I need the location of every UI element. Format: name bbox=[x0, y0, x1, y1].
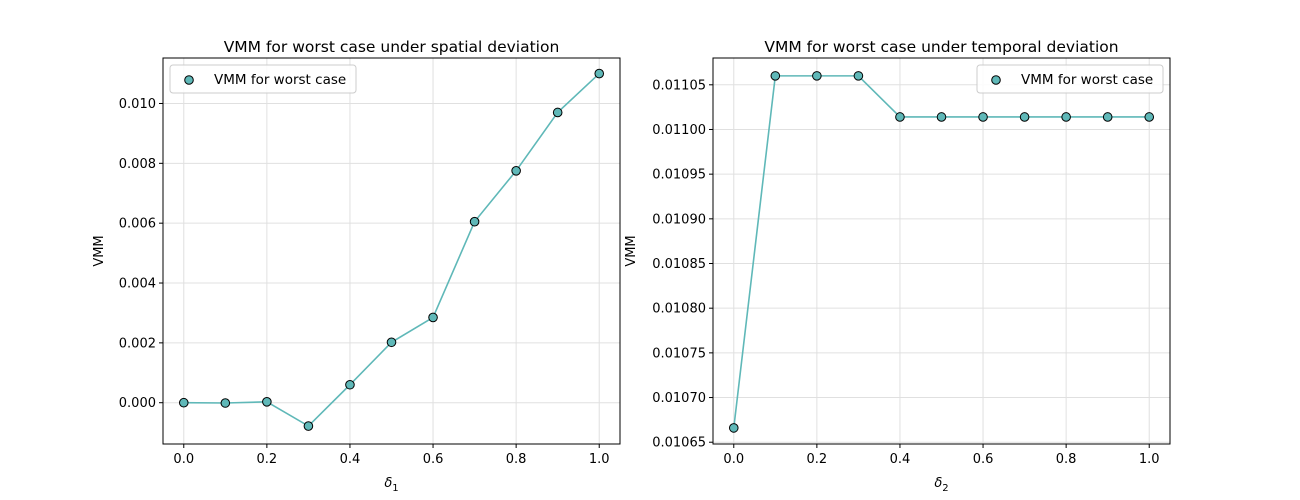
data-point bbox=[853, 71, 864, 81]
y-tick-label: 0.002 bbox=[119, 336, 156, 351]
x-axis-label-base: δ bbox=[934, 476, 942, 491]
x-axis-label-base: δ bbox=[384, 476, 392, 491]
chart-title: VMM for worst case under temporal deviat… bbox=[764, 38, 1118, 56]
legend-marker bbox=[991, 75, 1001, 85]
data-point bbox=[1019, 112, 1030, 122]
y-tick-label: 0.01090 bbox=[652, 212, 706, 227]
x-tick-label: 0.2 bbox=[807, 452, 828, 467]
y-axis-label: VMM bbox=[624, 235, 639, 266]
x-tick-label: 1.0 bbox=[1139, 452, 1160, 467]
data-point bbox=[178, 397, 189, 408]
data-point bbox=[812, 71, 822, 81]
x-tick-label: 0.4 bbox=[340, 452, 361, 467]
grid bbox=[163, 58, 620, 444]
data-point bbox=[511, 166, 521, 176]
plot-frame bbox=[162, 57, 621, 445]
plot-frame bbox=[712, 57, 1171, 445]
legend-box bbox=[169, 64, 357, 94]
x-axis-label-subscript: 1 bbox=[392, 483, 398, 494]
y-tick-label: 0.008 bbox=[119, 157, 156, 172]
y-tick-label: 0.01065 bbox=[652, 436, 706, 451]
chart-temporal-deviation: 0.0 0.2 0.4 0.6 0.8 1.0 0.01065 0.01070 0.01075 0… bbox=[624, 38, 1171, 494]
legend-label: VMM for worst case bbox=[1021, 72, 1153, 88]
y-tick-label: 0.01070 bbox=[652, 391, 706, 406]
y-tick-label: 0.004 bbox=[119, 277, 156, 292]
legend: VMM for worst case bbox=[169, 64, 357, 94]
x-tick-label: 1.0 bbox=[589, 452, 610, 467]
data-point bbox=[552, 107, 563, 118]
chart-title: VMM for worst case under spatial deviati… bbox=[224, 38, 560, 56]
x-tick-label: 0.4 bbox=[890, 452, 911, 467]
x-tick-label: 0.0 bbox=[723, 452, 744, 467]
y-tick-label: 0.01085 bbox=[652, 257, 706, 272]
legend-marker bbox=[184, 75, 194, 85]
data-point bbox=[220, 398, 231, 408]
x-axis-label: δ1 bbox=[384, 476, 398, 494]
data-point bbox=[303, 421, 314, 431]
legend-box bbox=[976, 64, 1164, 94]
legend-label: VMM for worst case bbox=[214, 72, 346, 88]
y-tick-label: 0.01105 bbox=[652, 78, 706, 93]
data-point bbox=[1102, 112, 1113, 122]
y-tick-label: 0.01080 bbox=[652, 302, 706, 317]
y-tick-label: 0.01075 bbox=[652, 346, 706, 361]
y-tick-label: 0.006 bbox=[119, 217, 156, 232]
data-point bbox=[469, 216, 480, 227]
y-tick-label: 0.01095 bbox=[652, 168, 706, 183]
legend: VMM for worst case bbox=[976, 64, 1164, 94]
chart-spatial-deviation: 0.0 0.2 0.4 0.6 0.8 1.0 0.000 0.002 0.004 0.006 0.… bbox=[92, 38, 621, 494]
data-point bbox=[345, 379, 355, 390]
data-point bbox=[936, 112, 947, 122]
data-point bbox=[978, 112, 988, 122]
data-point bbox=[428, 312, 438, 323]
y-tick-label: 0.010 bbox=[119, 97, 156, 112]
data-point bbox=[1061, 112, 1071, 122]
x-tick-label: 0.0 bbox=[173, 452, 194, 467]
x-tick-label: 0.8 bbox=[1056, 452, 1077, 467]
x-tick-label: 0.2 bbox=[257, 452, 278, 467]
data-point bbox=[895, 112, 905, 122]
x-tick-label: 0.6 bbox=[973, 452, 994, 467]
x-tick-label: 0.6 bbox=[423, 452, 444, 467]
data-point bbox=[386, 337, 397, 348]
x-axis-label: δ2 bbox=[934, 476, 948, 494]
data-point bbox=[594, 68, 605, 79]
y-tick-label: 0.01100 bbox=[652, 123, 706, 138]
x-axis-label-subscript: 2 bbox=[942, 483, 948, 494]
y-tick-label: 0.000 bbox=[119, 396, 156, 411]
data-point bbox=[728, 423, 739, 433]
x-tick-label: 0.8 bbox=[506, 452, 527, 467]
data-point bbox=[262, 397, 272, 407]
y-axis-label: VMM bbox=[92, 235, 107, 266]
data-point bbox=[1144, 112, 1155, 122]
data-point bbox=[770, 71, 781, 81]
